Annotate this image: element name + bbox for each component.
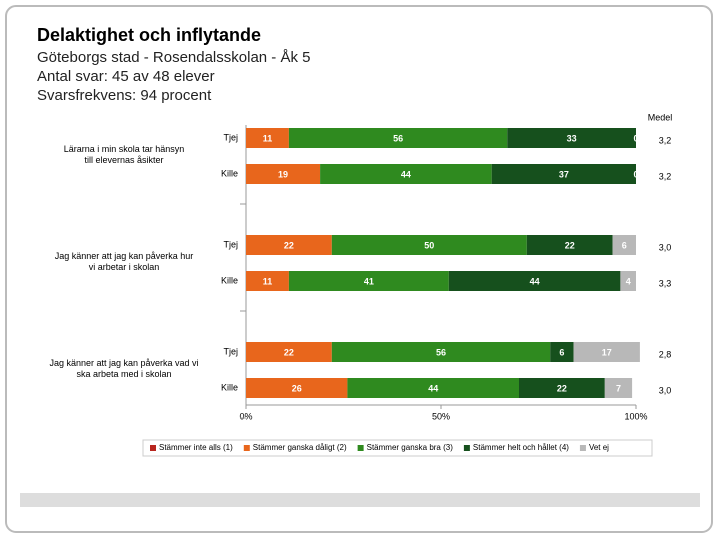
- bar-segment: [331, 235, 527, 255]
- bar-segment: [246, 342, 332, 362]
- group-label: Jag känner att jag kan påverka hur vi arb…: [55, 251, 194, 272]
- value-label: 44: [428, 383, 438, 393]
- bar-segment: [246, 128, 289, 148]
- value-label: 56: [393, 133, 403, 143]
- legend-swatch: [463, 445, 470, 451]
- group-label: Jag känner att jag kan påverka vad vi ska…: [49, 358, 198, 379]
- legend-swatch: [150, 445, 156, 451]
- legend-label: Vet ej: [589, 443, 609, 452]
- bar-segment: [288, 271, 449, 291]
- value-label: 22: [565, 240, 575, 250]
- bar-segment: [246, 164, 321, 184]
- value-label: 17: [602, 347, 612, 357]
- value-label: 44: [530, 276, 540, 286]
- bar-segment: [491, 164, 636, 184]
- value-label: 50: [424, 240, 434, 250]
- category-label: Kille: [221, 168, 238, 178]
- category-label: Kille: [221, 275, 238, 285]
- subtitle: Svarsfrekvens: 94 procent: [37, 87, 212, 104]
- legend-label: Stämmer helt och hållet (4): [473, 443, 569, 452]
- x-tick-label: 0%: [239, 411, 252, 421]
- legend-box: [142, 439, 653, 457]
- bar-segment: [246, 271, 289, 291]
- value-label: 0: [633, 133, 638, 143]
- value-label: 26: [292, 383, 302, 393]
- legend-label: Stämmer ganska dåligt (2): [253, 443, 347, 452]
- medel-value: 3,3: [659, 278, 672, 288]
- legend-swatch: [243, 445, 250, 451]
- value-label: 44: [401, 169, 411, 179]
- bar-segment: [604, 378, 633, 398]
- bar-segment: [612, 235, 636, 255]
- value-label: 33: [567, 133, 577, 143]
- subtitle: Göteborgs stad - Rosendalsskolan - Åk 5: [37, 49, 310, 66]
- group-label: Lärarna i min skola tar hänsyn till eleve…: [64, 144, 185, 165]
- bar-segment: [288, 128, 508, 148]
- bar-segment: [246, 378, 348, 398]
- legend-label: Stämmer ganska bra (3): [367, 443, 454, 452]
- category-label: Tjej: [223, 132, 238, 142]
- bar-segment: [347, 378, 519, 398]
- bar-segment: [573, 342, 640, 362]
- medel-header: Medel: [648, 112, 673, 122]
- value-label: 11: [263, 133, 273, 143]
- value-label: 6: [559, 347, 564, 357]
- category-label: Tjej: [223, 239, 238, 249]
- bar-segment: [320, 164, 492, 184]
- value-label: 19: [278, 169, 288, 179]
- value-label: 6: [622, 240, 627, 250]
- value-label: 4: [626, 276, 631, 286]
- value-label: 37: [559, 169, 569, 179]
- medel-value: 3,2: [659, 171, 672, 181]
- legend-swatch: [579, 445, 586, 451]
- bar-segment: [550, 342, 574, 362]
- medel-value: 3,0: [659, 385, 672, 395]
- subtitle: Antal svar: 45 av 48 elever: [37, 68, 215, 85]
- bar-segment: [246, 235, 332, 255]
- category-label: Tjej: [223, 346, 238, 356]
- value-label: 22: [284, 240, 294, 250]
- bar-segment: [507, 128, 636, 148]
- medel-value: 2,8: [659, 349, 672, 359]
- value-label: 22: [557, 383, 567, 393]
- x-tick-label: 100%: [624, 411, 647, 421]
- category-label: Kille: [221, 382, 238, 392]
- bar-segment: [448, 271, 621, 291]
- bar-segment: [526, 235, 613, 255]
- value-label: 7: [616, 383, 621, 393]
- value-label: 11: [263, 276, 273, 286]
- value-label: 22: [284, 347, 294, 357]
- bar-segment: [519, 378, 605, 398]
- medel-value: 3,2: [659, 135, 672, 145]
- bar-segment: [331, 342, 551, 362]
- x-tick-label: 50%: [432, 411, 450, 421]
- value-label: 41: [364, 276, 374, 286]
- bar-segment: [620, 271, 636, 291]
- title: Delaktighet och inflytande: [37, 25, 261, 45]
- value-label: 56: [436, 347, 446, 357]
- legend-swatch: [357, 445, 364, 451]
- value-label: 0: [633, 169, 638, 179]
- medel-value: 3,0: [659, 242, 672, 252]
- legend-label: Stämmer inte alls (1): [159, 443, 233, 452]
